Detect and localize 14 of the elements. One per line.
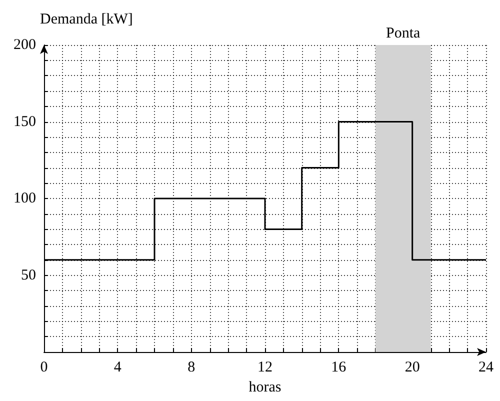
band-label: Ponta: [386, 26, 421, 42]
x-tick-label: 16: [331, 360, 347, 376]
y-tick-label: 50: [21, 267, 36, 284]
y-axis-title: Demanda [kW]: [40, 12, 133, 28]
y-tick-label: 100: [14, 190, 36, 206]
x-tick-label: 4: [114, 360, 122, 376]
y-tick-label: 150: [14, 114, 36, 130]
x-axis-title: horas: [248, 379, 282, 396]
x-tick-label: 24: [478, 360, 494, 376]
x-tick-label: 20: [404, 360, 420, 376]
y-tick-label: 200: [14, 37, 36, 53]
x-tick-label: 12: [258, 360, 272, 376]
x-tick-label: 8: [188, 360, 196, 376]
x-tick-label: 0: [40, 360, 48, 376]
